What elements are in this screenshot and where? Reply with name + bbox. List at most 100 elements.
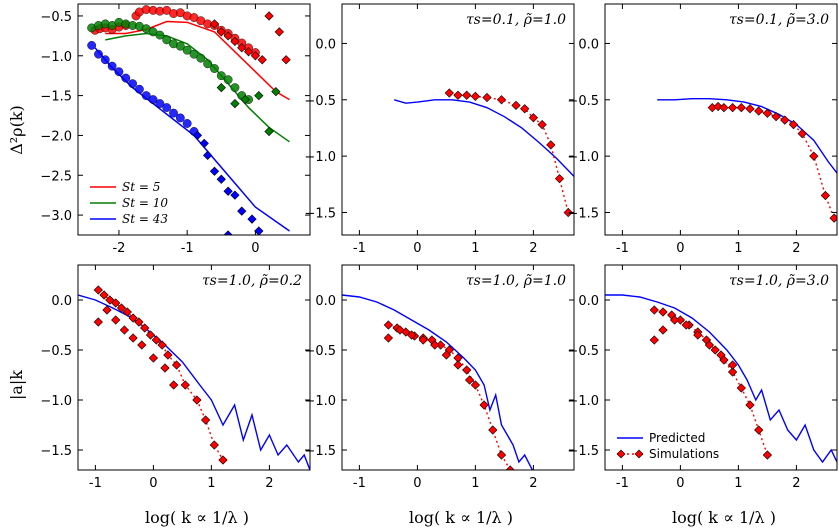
y-tick-label: −3.0 <box>40 209 72 224</box>
series-2-point-12 <box>554 174 565 184</box>
y-tick-label: −1.0 <box>304 150 336 165</box>
series-4-point-3 <box>223 31 233 41</box>
series-3-point-3 <box>406 330 417 340</box>
y-tick-label: −1.5 <box>40 444 72 459</box>
panel-frame <box>341 264 575 471</box>
series-4-point-6 <box>243 47 254 57</box>
series-4-point-4 <box>230 36 240 47</box>
x-tick-label: -1 <box>616 241 629 256</box>
series-1-line <box>342 294 534 470</box>
series-4-point-11 <box>281 55 291 65</box>
series-2-point-13 <box>809 151 819 161</box>
series-2-point-12 <box>479 400 489 410</box>
y-tick-label: 0.0 <box>578 294 599 309</box>
y-tick-label: −0.5 <box>40 10 72 25</box>
x-tick-label: 0 <box>251 241 259 256</box>
panel-frame <box>604 3 838 236</box>
y-tick-label: 0.0 <box>51 294 72 309</box>
series-3-point-5 <box>128 333 138 343</box>
series-3-point-8 <box>727 360 738 370</box>
legend-label-3: St = 43 <box>122 212 168 226</box>
series-3-point-12 <box>162 103 172 112</box>
panel-p4: -1 0 1 2 0.0 −0.5 −1.0 −1.5 τs=1.0, ρ̃=0.2 <box>40 264 311 491</box>
series-2-point-10 <box>537 119 547 130</box>
series-2-point-16 <box>189 49 199 59</box>
y-tick-label: 0.0 <box>578 37 599 52</box>
series-3-point-7 <box>716 350 726 360</box>
series-2-point-11 <box>155 30 165 40</box>
series-2-point-17 <box>196 53 206 63</box>
panel-annotation: τs=0.1, ρ̃=1.0 <box>466 12 566 28</box>
series-2-point-13 <box>563 207 573 218</box>
series-2-point-6 <box>122 307 132 317</box>
legend: Predicted Simulations <box>616 431 719 461</box>
series-2-point-1 <box>649 305 659 315</box>
series-3-point-5 <box>114 67 124 77</box>
x-tick-label: -1 <box>353 476 366 491</box>
y-tick-label: −1.0 <box>40 394 72 409</box>
series-2-point-22 <box>230 83 240 93</box>
series-2-point-4 <box>470 91 481 102</box>
series-3-point-9 <box>141 91 151 101</box>
bottom-row-y-axis-label: |a|k <box>7 370 26 400</box>
y-tick-label: −2.5 <box>40 169 72 184</box>
x-tick-label: 2 <box>792 476 800 491</box>
x-tick-label: 2 <box>529 241 537 256</box>
series-2-point-9 <box>528 113 539 123</box>
panel-annotation: τs=1.0, ρ̃=3.0 <box>729 273 829 289</box>
legend-label-1: St = 5 <box>122 180 160 194</box>
top-row-y-axis-label: Δ²ρ(k) <box>7 105 26 155</box>
series-2-point-11 <box>546 140 556 150</box>
x-tick-label: -1 <box>181 241 194 256</box>
series-2-point-1 <box>444 88 454 98</box>
series-1-line <box>394 99 574 177</box>
series-2-point-2 <box>453 90 463 100</box>
series-3-point-9 <box>169 380 179 390</box>
y-tick-label: −0.5 <box>567 94 599 109</box>
plot-area <box>342 294 534 470</box>
plot-area <box>657 97 837 223</box>
series-5-point-6 <box>271 86 281 97</box>
x-tick-label: 1 <box>734 241 742 256</box>
legend-marker-2-2 <box>634 449 644 459</box>
series-2-point-13 <box>163 350 173 360</box>
series-3-point-4 <box>681 320 691 330</box>
series-2-point-10 <box>780 115 790 125</box>
series-3-point-1 <box>87 41 97 50</box>
x-tick-label: 1 <box>734 476 742 491</box>
x-tick-label: 0 <box>413 476 421 491</box>
y-tick-label: −0.5 <box>40 344 72 359</box>
series-2-point-16 <box>192 395 202 405</box>
series-2-point-17 <box>200 415 211 425</box>
series-6-point-7 <box>230 190 240 200</box>
series-3-point-13 <box>169 108 178 118</box>
y-tick-label: −1.5 <box>304 206 336 221</box>
series-2-point-9 <box>140 323 150 333</box>
series-3-point-3 <box>100 55 110 65</box>
panel-p1: -2 -1 0−0.5−1.0−1.5−2.0−2.5−3.0St = 5St = … <box>40 3 311 256</box>
series-2-point-4 <box>111 298 121 308</box>
series-2-point-8 <box>762 108 773 118</box>
y-tick-label: −0.5 <box>567 344 599 359</box>
series-3-point-14 <box>175 113 185 123</box>
y-tick-label: −1.0 <box>567 394 599 409</box>
series-5-point-5 <box>264 126 274 137</box>
series-6-point-10 <box>254 226 264 235</box>
series-6-point-1 <box>192 130 203 141</box>
x-tick-label: -1 <box>616 476 629 491</box>
series-4-point-8 <box>257 55 267 65</box>
panel-frame <box>604 264 838 471</box>
series-3-point-7 <box>453 360 463 370</box>
series-2-point-15 <box>505 465 515 470</box>
series-4-point-2 <box>216 27 226 37</box>
series-2-point-6 <box>745 104 755 114</box>
series-3-point-6 <box>121 73 131 83</box>
series-3-point-3 <box>111 315 121 325</box>
plot-area <box>87 5 291 235</box>
series-2-point-10 <box>727 367 738 377</box>
series-3-point-1 <box>649 335 659 345</box>
series-6-point-6 <box>223 186 233 196</box>
x-tick-label: -2 <box>112 241 125 256</box>
series-2-point-18 <box>203 59 213 69</box>
series-3-point-2 <box>94 49 103 59</box>
